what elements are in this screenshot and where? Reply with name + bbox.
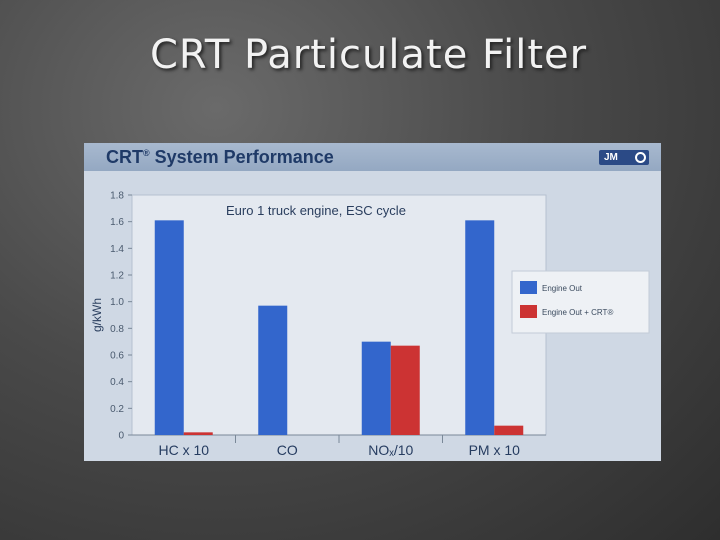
x-category-label: PM x 10: [469, 442, 521, 458]
figure-title-sup: ®: [143, 148, 150, 158]
bar-chart: 0 0.2 0.4 0.6 0.8 1.0 1.2 1.4 1.6 1.8 g/kWh Euro 1 …: [90, 191, 650, 458]
chart-figure: CRT® System Performance JM 0 0.2 0.4 0.6 0.8…: [84, 143, 661, 461]
x-category-label: NOₓ/10: [368, 442, 413, 458]
y-tick-label: 0: [118, 431, 124, 442]
figure-header: CRT® System Performance JM: [84, 143, 661, 171]
chart-annotation: Euro 1 truck engine, ESC cycle: [226, 203, 406, 218]
bar-engine-out: [154, 220, 184, 435]
y-axis-label: g/kWh: [90, 298, 104, 332]
bar-engine-out: [465, 220, 495, 435]
y-tick-label: 0.4: [110, 377, 124, 388]
figure-title-part: CRT: [106, 147, 143, 167]
y-tick-label: 1.6: [110, 217, 124, 228]
bar-engine-out: [361, 341, 391, 435]
legend-label: Engine Out: [542, 284, 583, 293]
knot-icon: [635, 152, 646, 163]
y-tick-label: 1.8: [110, 191, 124, 202]
y-tick-label: 0.8: [110, 324, 124, 335]
bar-engine-out: [258, 305, 288, 435]
figure-title: CRT® System Performance: [106, 147, 334, 168]
figure-title-rest: System Performance: [149, 147, 334, 167]
legend-swatch: [520, 305, 537, 318]
logo-text: JM: [604, 152, 618, 163]
y-tick-label: 0.6: [110, 351, 124, 362]
x-category-label: HC x 10: [158, 442, 209, 458]
bar-engine-out-crt: [494, 425, 524, 435]
y-tick-label: 1.4: [110, 244, 124, 255]
x-category-label: CO: [277, 442, 298, 458]
legend-box: [511, 270, 650, 334]
legend-swatch: [520, 281, 537, 294]
y-tick-label: 1.0: [110, 297, 124, 308]
y-tick-label: 1.2: [110, 271, 124, 282]
bar-engine-out-crt: [390, 345, 420, 435]
bar-engine-out-crt: [183, 432, 213, 435]
y-tick-label: 0.2: [110, 404, 124, 415]
slide-title: CRT Particulate Filter: [150, 32, 588, 78]
legend-label: Engine Out + CRT®: [542, 308, 613, 317]
jm-logo: JM: [599, 150, 649, 165]
